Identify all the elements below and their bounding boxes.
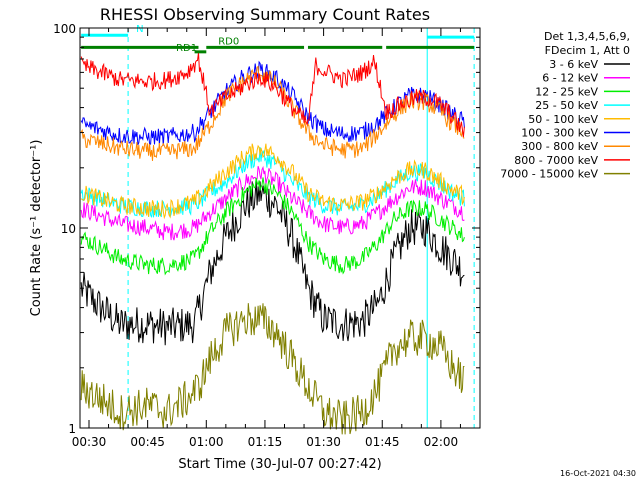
axes-layer: 1 10 100 00:30 00:45 01:00 01:15 01:30 01:45 02:0… [53,22,480,449]
y-tick-label-1: 10 [61,222,76,236]
y-axis-label: Count Rate (s⁻¹ detector⁻¹) [29,140,44,317]
series-line-1 [80,165,465,241]
x-axis-label: Start Time (30-Jul-07 00:27:42) [178,457,381,472]
y-tick-label-0: 1 [68,422,76,436]
x-tick-label-4: 01:30 [306,435,341,449]
y-tick-label-2: 100 [53,22,76,36]
annotation-label-0: N [136,24,143,35]
chart-title: RHESSI Observing Summary Count Rates [100,5,430,24]
annotation-label-3: RD0 [218,36,239,47]
legend-label-3: 25 - 50 keV [535,99,598,112]
series-line-8 [80,303,465,435]
legend: Det 1,3,4,5,6,9,FDecim 1, Att 03 - 6 keV… [500,30,630,181]
legend-label-6: 300 - 800 keV [521,140,598,153]
plot-layer: NRD1RD0 [80,24,475,435]
legend-label-1: 6 - 12 keV [542,72,598,85]
legend-label-7: 800 - 7000 keV [514,154,598,167]
legend-label-2: 12 - 25 keV [535,85,598,98]
legend-label-8: 7000 - 15000 keV [500,168,598,181]
legend-label-0: 3 - 6 keV [549,58,598,71]
x-tick-label-3: 01:15 [248,435,283,449]
x-tick-label-1: 00:45 [130,435,165,449]
series-line-7 [80,52,465,137]
legend-label-5: 100 - 300 keV [521,127,598,140]
series-line-4 [80,143,465,220]
legend-label-4: 50 - 100 keV [528,113,598,126]
series-line-2 [80,177,465,276]
series-line-5 [80,60,465,146]
x-tick-label-0: 00:30 [72,435,107,449]
x-tick-label-6: 02:00 [424,435,459,449]
series-line-6 [80,65,465,161]
x-tick-label-5: 01:45 [365,435,400,449]
series-line-0 [80,178,465,346]
legend-header-0: Det 1,3,4,5,6,9, [544,30,630,43]
x-tick-label-2: 01:00 [189,435,224,449]
legend-header-1: FDecim 1, Att 0 [545,44,630,57]
timestamp: 16-Oct-2021 04:30 [560,469,636,478]
